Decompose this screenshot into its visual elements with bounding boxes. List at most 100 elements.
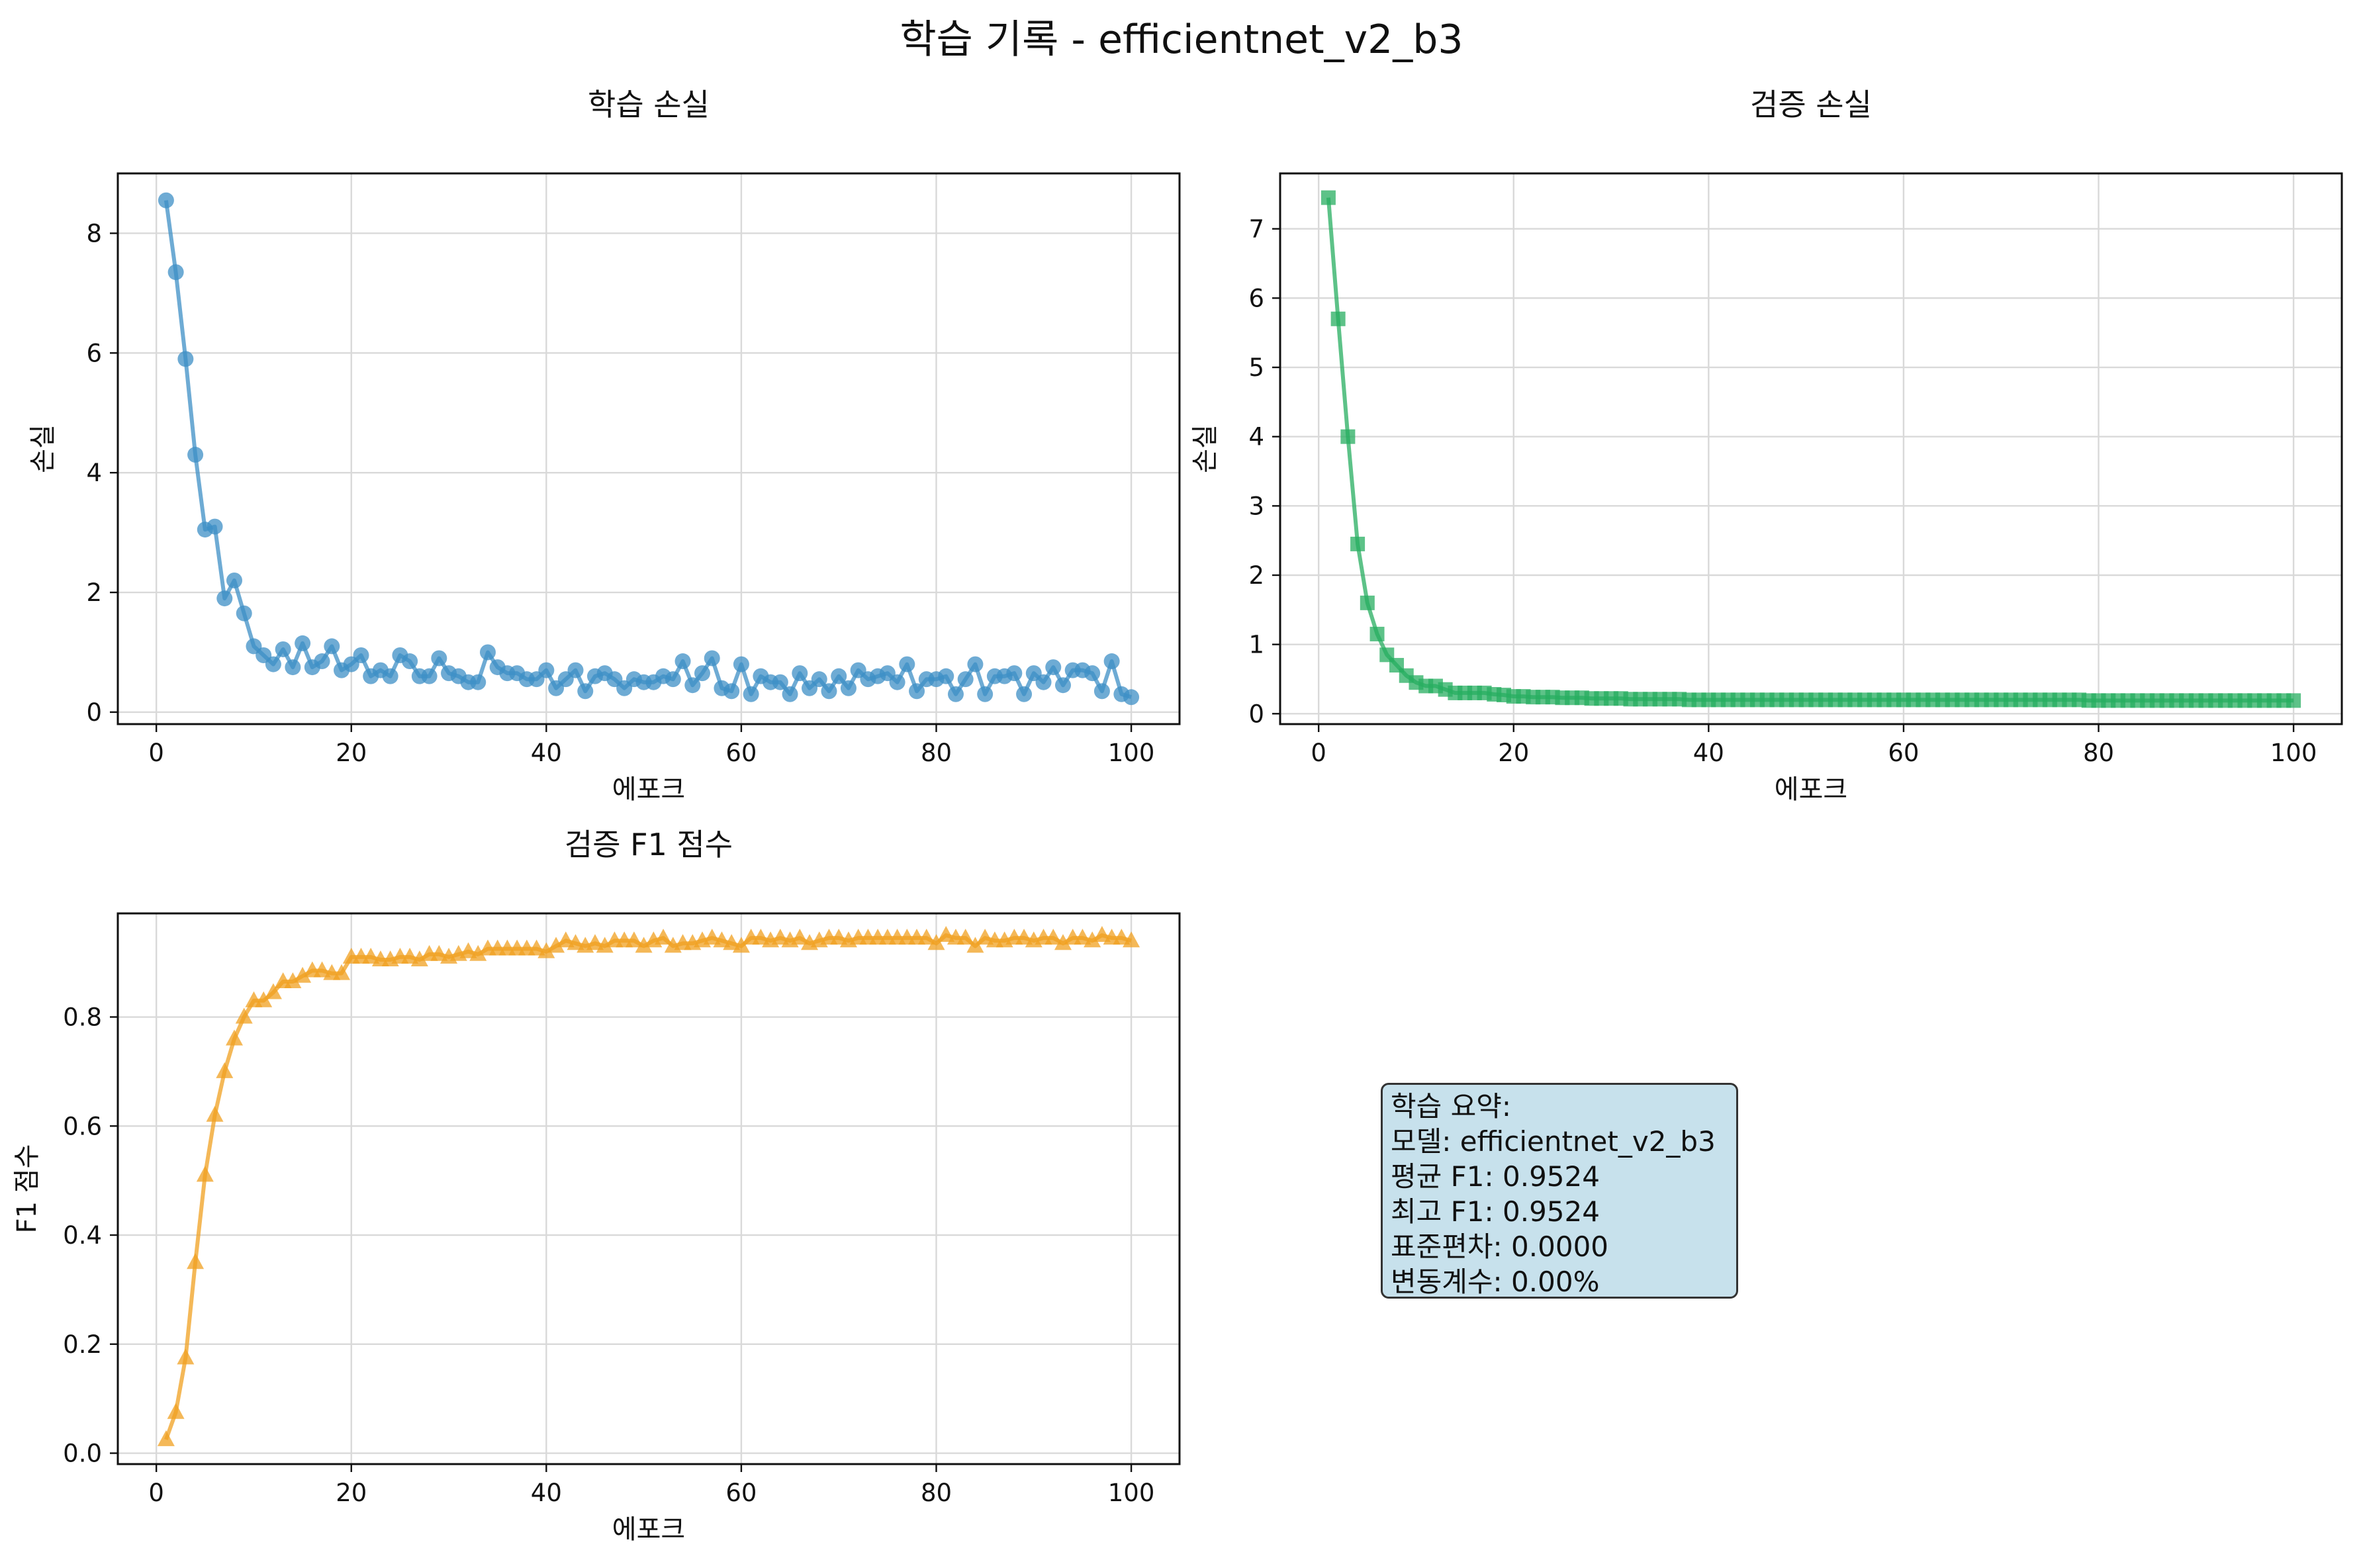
data-point bbox=[295, 635, 311, 651]
data-point bbox=[236, 605, 252, 622]
x-tick-label: 60 bbox=[1888, 739, 1919, 767]
y-tick-label: 0.0 bbox=[63, 1440, 102, 1468]
data-point bbox=[2286, 693, 2301, 708]
y-tick-label: 2 bbox=[1248, 561, 1264, 590]
x-tick-label: 40 bbox=[1693, 739, 1724, 767]
x-tick-label: 80 bbox=[2083, 739, 2114, 767]
val-loss-title: 검증 손실 bbox=[1750, 87, 1872, 122]
data-point bbox=[284, 972, 302, 988]
val-f1-ylabel: F1 점수 bbox=[12, 1144, 42, 1234]
val-f1-grid bbox=[118, 913, 1180, 1464]
data-point bbox=[831, 668, 847, 684]
data-point bbox=[1044, 929, 1062, 945]
data-point bbox=[275, 641, 291, 657]
data-point bbox=[947, 686, 964, 702]
data-point bbox=[704, 650, 720, 667]
data-point bbox=[1093, 683, 1110, 700]
x-tick-label: 100 bbox=[2270, 739, 2317, 767]
data-point bbox=[811, 671, 827, 688]
train-loss-ylabel: 손실 bbox=[28, 424, 58, 473]
y-tick-label: 5 bbox=[1248, 353, 1264, 382]
y-tick-label: 0.2 bbox=[63, 1330, 102, 1359]
train-loss-frame bbox=[116, 172, 1181, 725]
val-loss-line bbox=[1326, 197, 2294, 703]
y-tick-label: 6 bbox=[1248, 284, 1264, 312]
data-point bbox=[567, 662, 584, 678]
data-point bbox=[927, 934, 945, 950]
train-loss-title: 학습 손실 bbox=[588, 87, 710, 122]
data-point bbox=[977, 686, 994, 702]
data-point bbox=[938, 668, 954, 684]
y-tick-label: 0.8 bbox=[63, 1003, 102, 1032]
data-point bbox=[402, 653, 418, 670]
data-point bbox=[771, 929, 789, 945]
data-point bbox=[976, 929, 994, 945]
data-point bbox=[1340, 429, 1356, 444]
y-tick-label: 7 bbox=[1248, 215, 1264, 244]
data-point bbox=[1035, 674, 1052, 690]
data-point bbox=[479, 644, 496, 661]
data-point bbox=[177, 1348, 195, 1365]
data-point bbox=[909, 683, 925, 700]
data-point bbox=[421, 668, 438, 684]
summary-mean-f1: 평균 F1: 0.9524 bbox=[1391, 1160, 1600, 1193]
val-loss-grid bbox=[1280, 173, 2342, 724]
data-point bbox=[577, 683, 594, 700]
y-tick-label: 0 bbox=[1248, 700, 1264, 728]
data-point bbox=[1045, 659, 1062, 676]
data-point bbox=[635, 937, 653, 953]
data-point bbox=[528, 939, 545, 956]
data-point bbox=[1320, 190, 1336, 205]
y-tick-label: 1 bbox=[1248, 631, 1264, 659]
data-point bbox=[684, 677, 701, 694]
val-f1-frame bbox=[116, 912, 1181, 1465]
y-tick-label: 8 bbox=[86, 219, 102, 248]
x-tick-label: 40 bbox=[531, 1479, 562, 1507]
data-point bbox=[313, 961, 331, 978]
data-point bbox=[567, 934, 584, 950]
data-point bbox=[1074, 929, 1091, 945]
data-point bbox=[791, 929, 809, 945]
data-point bbox=[1054, 934, 1072, 950]
x-tick-label: 100 bbox=[1108, 739, 1155, 767]
data-point bbox=[324, 638, 340, 655]
train-loss-grid bbox=[118, 173, 1180, 724]
data-point bbox=[792, 665, 808, 682]
data-point bbox=[538, 662, 555, 678]
data-point bbox=[547, 937, 565, 953]
val-loss-xlabel: 에포크 bbox=[1775, 774, 1847, 805]
x-tick-label: 80 bbox=[921, 739, 952, 767]
data-point bbox=[157, 1430, 175, 1446]
data-point bbox=[966, 937, 984, 953]
summary-box: 학습 요약: 모델: efficientnet_v2_b3 평균 F1: 0.9… bbox=[1381, 1083, 1738, 1299]
y-tick-label: 6 bbox=[86, 339, 102, 367]
data-point bbox=[723, 683, 740, 700]
data-point bbox=[713, 931, 731, 948]
data-point bbox=[207, 518, 223, 535]
data-point bbox=[216, 590, 233, 607]
data-point bbox=[917, 929, 935, 945]
x-tick-label: 80 bbox=[921, 1479, 952, 1507]
summary-heading: 학습 요약: bbox=[1391, 1090, 1512, 1123]
val-f1-xlabel: 에포크 bbox=[612, 1514, 685, 1545]
data-point bbox=[206, 1105, 224, 1122]
data-point bbox=[743, 686, 759, 702]
data-point bbox=[889, 674, 905, 690]
x-tick-label: 20 bbox=[1498, 739, 1529, 767]
data-point bbox=[899, 656, 915, 672]
data-point bbox=[596, 937, 614, 953]
data-point bbox=[255, 991, 273, 1007]
data-point bbox=[1369, 626, 1385, 641]
data-point bbox=[1123, 689, 1140, 706]
data-point bbox=[1015, 929, 1033, 945]
x-tick-label: 20 bbox=[336, 1479, 367, 1507]
data-point bbox=[1084, 665, 1101, 682]
data-point bbox=[840, 680, 857, 696]
data-point bbox=[723, 934, 741, 950]
data-point bbox=[459, 942, 477, 958]
data-point bbox=[294, 966, 312, 983]
data-point bbox=[830, 929, 848, 945]
data-point bbox=[285, 659, 301, 676]
